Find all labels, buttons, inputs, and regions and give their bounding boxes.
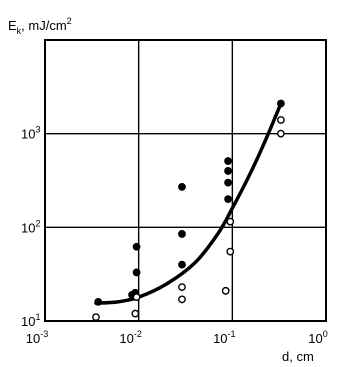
filled-data-point [178, 260, 186, 269]
filled-data-point [224, 167, 232, 175]
open-data-point [178, 295, 186, 304]
filled-data-point [277, 99, 285, 108]
y-tick-label: 103 [21, 125, 40, 142]
data-points [92, 99, 285, 322]
filled-data-point [224, 157, 232, 165]
filled-data-point [94, 297, 103, 306]
y-tick-label: 101 [21, 312, 40, 329]
open-data-point [277, 129, 285, 138]
filled-data-point [132, 242, 141, 251]
open-data-point [132, 293, 141, 301]
plot-frame [44, 39, 327, 322]
x-tick-label: 10-3 [26, 329, 48, 346]
open-data-point [226, 247, 235, 256]
filled-data-point [224, 178, 232, 187]
x-axis-label: d, cm [282, 349, 314, 364]
filled-data-point [224, 195, 232, 204]
x-tick-label: 10-2 [119, 329, 141, 346]
y-tick-label: 102 [21, 218, 40, 235]
open-data-point [92, 313, 100, 322]
x-tick-label: 100 [308, 329, 327, 346]
open-data-point [178, 283, 186, 292]
open-data-point [277, 116, 285, 124]
open-data-point [226, 217, 235, 226]
y-axis-label: Ek, mJ/cm2 [8, 16, 72, 36]
filled-data-point [132, 268, 141, 277]
x-tick-label: 10-1 [213, 329, 235, 346]
fit-curve [94, 101, 283, 305]
open-data-point [221, 286, 230, 295]
filled-data-point [178, 230, 186, 238]
grid-lines [45, 40, 326, 321]
x-tick-labels: 10-3 10-2 10-1 100 [26, 329, 328, 346]
open-data-point [131, 309, 140, 318]
filled-data-point [178, 183, 186, 191]
y-tick-labels: 101 102 103 [21, 125, 40, 329]
